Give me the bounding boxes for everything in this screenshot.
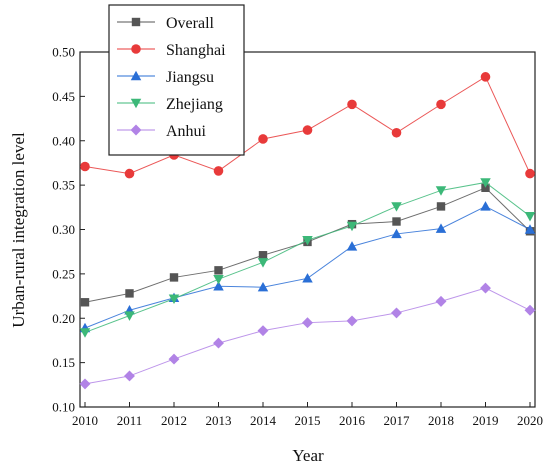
y-tick-label: 0.45	[52, 89, 75, 104]
data-point-anhui	[302, 317, 313, 329]
y-tick-label: 0.30	[52, 222, 75, 237]
series-line-zhejiang	[84, 181, 531, 333]
data-point-anhui	[391, 307, 402, 319]
data-point-overall	[80, 298, 90, 307]
series-zhejiang	[79, 178, 536, 338]
data-point-anhui	[168, 353, 180, 365]
data-point-shanghai	[391, 127, 402, 138]
data-point-zhejiang	[124, 311, 135, 321]
legend-label-jiangsu: Jiangsu	[166, 69, 214, 86]
data-point-anhui	[480, 282, 491, 294]
data-point-shanghai	[213, 166, 224, 176]
data-point-jiangsu	[480, 201, 491, 211]
data-point-zhejiang	[79, 328, 91, 338]
data-point-jiangsu	[435, 223, 447, 233]
data-point-shanghai	[80, 161, 90, 172]
legend-label-shanghai: Shanghai	[166, 42, 226, 59]
x-tick-label: 2020	[517, 413, 543, 428]
y-tick-label: 0.10	[52, 400, 75, 415]
y-tick-label: 0.15	[52, 355, 75, 370]
legend: Overall Shanghai Jiangsu Zhejiang Anhui	[108, 4, 245, 156]
y-tick-label: 0.40	[52, 133, 75, 148]
legend-marker-jiangsu	[130, 70, 142, 81]
data-point-jiangsu	[213, 281, 224, 291]
series-jiangsu	[79, 201, 536, 333]
legend-label-overall: Overall	[166, 15, 215, 32]
data-point-jiangsu	[391, 228, 402, 239]
series-anhui	[79, 282, 536, 390]
data-point-zhejiang	[435, 186, 447, 196]
data-point-shanghai	[347, 99, 357, 110]
x-tick-label: 2017	[384, 413, 411, 428]
y-tick-label: 0.50	[52, 45, 75, 60]
data-point-overall	[169, 273, 179, 282]
axes: 0.10 0.15 0.20 0.25 0.30 0.35 0.40 0.45 0.50 2010…	[52, 45, 543, 429]
x-tick-label: 2016	[339, 413, 366, 428]
y-tick-label: 0.20	[52, 311, 75, 326]
data-point-overall	[436, 202, 446, 211]
x-axis-title: Year	[292, 446, 324, 465]
data-point-anhui	[346, 315, 358, 327]
data-point-overall	[214, 266, 223, 275]
data-point-anhui	[524, 304, 536, 316]
legend-marker-anhui	[130, 124, 142, 136]
data-point-anhui	[435, 295, 447, 307]
data-point-shanghai	[525, 168, 535, 179]
data-point-overall	[392, 217, 401, 226]
data-point-shanghai	[124, 168, 135, 179]
x-tick-label: 2018	[428, 413, 454, 428]
series-line-jiangsu	[84, 205, 531, 329]
x-tick-label: 2015	[295, 413, 321, 428]
data-point-zhejiang	[524, 211, 536, 222]
legend-label-anhui: Anhui	[166, 123, 207, 140]
x-tick-label: 2011	[117, 413, 143, 428]
x-tick-label: 2012	[161, 413, 187, 428]
x-tick-label: 2019	[473, 413, 499, 428]
data-point-overall	[258, 251, 268, 260]
data-point-jiangsu	[346, 241, 358, 251]
data-point-zhejiang	[168, 294, 180, 304]
data-point-zhejiang	[302, 235, 313, 246]
data-point-jiangsu	[302, 273, 313, 283]
data-point-zhejiang	[391, 202, 402, 212]
data-point-zhejiang	[257, 258, 269, 268]
legend-marker-zhejiang	[130, 98, 142, 109]
x-tick-label: 2013	[206, 413, 232, 428]
x-tick-label: 2014	[250, 413, 277, 428]
data-point-shanghai	[258, 134, 268, 144]
data-point-anhui	[124, 370, 135, 382]
data-point-anhui	[79, 378, 91, 390]
series-shanghai	[80, 72, 535, 179]
series-line-anhui	[84, 287, 531, 385]
data-point-shanghai	[436, 99, 446, 110]
data-point-zhejiang	[346, 221, 358, 232]
data-point-overall	[125, 289, 134, 298]
legend-marker-shanghai	[131, 44, 141, 54]
x-tick-label: 2010	[72, 413, 98, 428]
data-point-jiangsu	[257, 281, 269, 292]
series-layer	[79, 72, 536, 390]
data-point-jiangsu	[524, 224, 536, 234]
y-tick-label: 0.25	[52, 266, 75, 281]
data-point-overall	[481, 183, 490, 192]
legend-label-zhejiang: Zhejiang	[166, 96, 223, 113]
data-point-anhui	[257, 325, 269, 337]
data-point-shanghai	[302, 125, 313, 135]
data-point-shanghai	[480, 72, 491, 82]
y-axis-title: Urban-rural integration level	[9, 132, 28, 328]
legend-marker-overall	[131, 17, 141, 27]
data-point-zhejiang	[480, 178, 491, 188]
data-point-anhui	[213, 337, 224, 349]
y-tick-label: 0.35	[52, 178, 75, 193]
data-point-zhejiang	[213, 275, 224, 285]
